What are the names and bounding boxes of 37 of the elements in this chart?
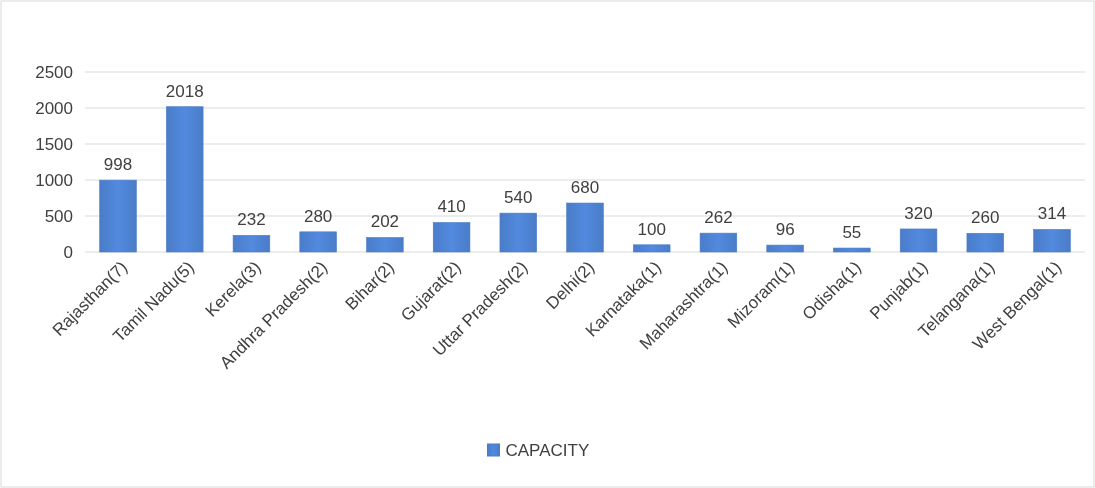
data-label: 2018 xyxy=(165,81,204,101)
bar xyxy=(232,235,271,253)
data-label: 260 xyxy=(971,208,1000,228)
bar xyxy=(699,232,738,253)
legend-label: CAPACITY xyxy=(505,440,590,460)
bar xyxy=(633,244,671,253)
bar xyxy=(432,222,471,253)
bar xyxy=(299,231,337,253)
y-tick-label: 1500 xyxy=(35,134,73,154)
bar xyxy=(366,237,404,253)
data-label: 540 xyxy=(504,188,533,208)
data-label: 55 xyxy=(842,223,862,243)
bar xyxy=(166,106,204,253)
data-label: 262 xyxy=(704,208,733,228)
data-label: 320 xyxy=(904,203,933,223)
bar xyxy=(566,202,604,253)
bar xyxy=(499,212,537,253)
data-label: 232 xyxy=(237,210,266,230)
data-label: 314 xyxy=(1037,204,1067,224)
y-tick-label: 2000 xyxy=(35,98,73,118)
bar xyxy=(1033,229,1071,253)
y-tick-label: 2500 xyxy=(35,62,73,82)
y-tick-label: 500 xyxy=(44,206,73,226)
data-label: 280 xyxy=(303,206,333,226)
bar xyxy=(99,179,137,253)
bar xyxy=(899,228,938,253)
data-label: 680 xyxy=(570,178,600,198)
y-tick-label: 1000 xyxy=(35,170,73,190)
data-label: 202 xyxy=(370,212,400,232)
data-label: 998 xyxy=(103,155,133,175)
data-label: 100 xyxy=(637,219,666,239)
bar xyxy=(766,244,804,253)
y-tick-label: 0 xyxy=(63,242,73,262)
bar xyxy=(966,232,1004,253)
bar xyxy=(833,247,871,253)
data-label: 96 xyxy=(775,220,795,240)
data-label: 410 xyxy=(437,197,466,217)
